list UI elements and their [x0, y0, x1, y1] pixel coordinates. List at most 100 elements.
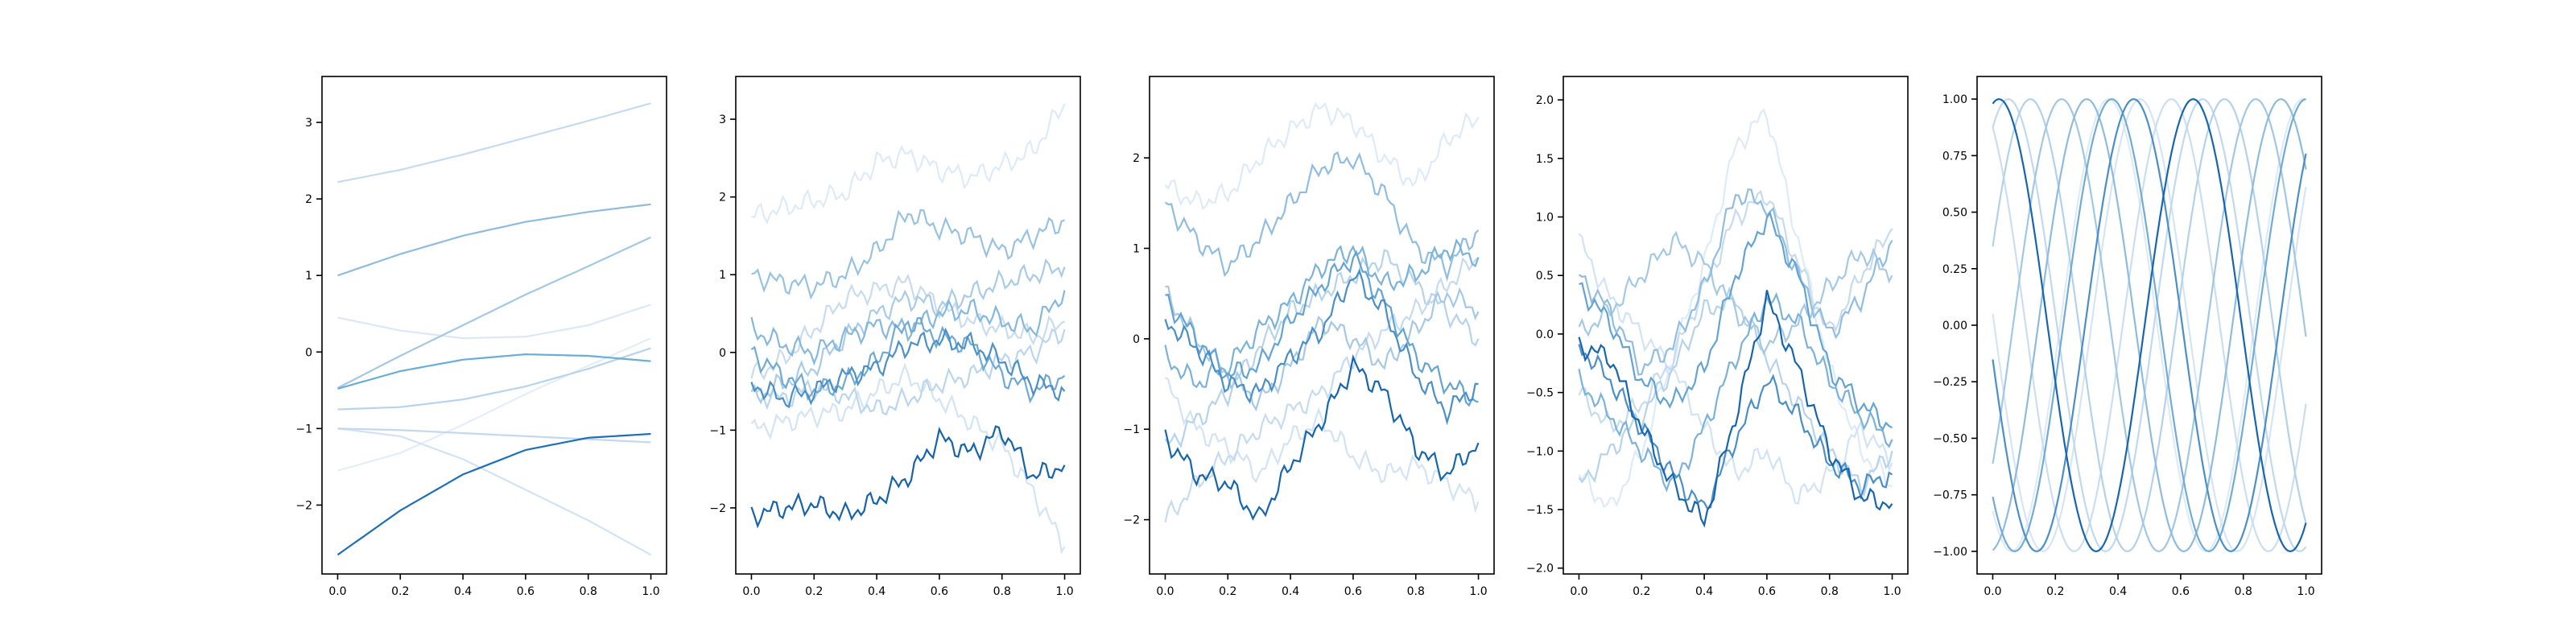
x-tick-label: 0.4 — [2109, 585, 2127, 598]
x-tick-label: 0.6 — [1344, 585, 1362, 598]
y-tick-label: −2 — [295, 499, 312, 512]
x-tick-label: 0.0 — [1984, 585, 2001, 598]
series-line-2 — [1992, 97, 2307, 553]
y-tick-label: 2.0 — [1536, 94, 1554, 107]
x-tick-label: 0.8 — [580, 585, 597, 598]
subplot-5: 0.0 0.2 0.4 0.6 0.8 1.0 −1.00 −0.75 −0.50 −0.25 0.… — [1933, 76, 2322, 598]
series-line-4 — [750, 328, 1066, 416]
y-tick-label: 0.0 — [1536, 328, 1554, 341]
y-tick-label: 0 — [305, 346, 312, 359]
x-tick-label: 0.0 — [328, 585, 346, 598]
x-tick-label: 1.0 — [2297, 585, 2314, 598]
series-line-8 — [1579, 211, 1893, 431]
y-tick-label: −1 — [1123, 423, 1140, 436]
x-tick-label: 1.0 — [642, 585, 659, 598]
series-line-2 — [750, 362, 1066, 555]
subplot-3: 0.0 0.2 0.4 0.6 0.8 1.0 −2 −1 0 1 2 — [1123, 76, 1495, 598]
y-tick-label: 1 — [305, 270, 312, 283]
subplot-1: 0.0 0.2 0.4 0.6 0.8 1.0 −2 −1 0 1 2 3 — [295, 76, 667, 598]
series-line-1 — [751, 103, 1066, 225]
x-tick-label: 1.0 — [1469, 585, 1487, 598]
series-line-5 — [1578, 230, 1893, 356]
series-line-7 — [750, 290, 1066, 366]
series-line-10 — [1164, 353, 1480, 521]
series-line-7 — [1164, 238, 1480, 389]
x-tick-label: 0.4 — [868, 585, 886, 598]
y-tick-label: 1.00 — [1942, 93, 1967, 106]
series-line-1 — [1164, 101, 1480, 210]
series-group — [750, 103, 1066, 555]
series-line-5 — [1992, 97, 2307, 553]
x-tick-label: 0.4 — [454, 585, 472, 598]
y-tick-label: 0.25 — [1942, 263, 1967, 276]
x-tick-label: 1.0 — [1883, 585, 1901, 598]
subplot-4: 0.0 0.2 0.4 0.6 0.8 1.0 −2.0 −1.5 −1.0 −0.5 0.0 0.5… — [1526, 76, 1909, 598]
x-tick-label: 0.8 — [1407, 585, 1425, 598]
series-group — [1992, 97, 2307, 553]
x-tick-label: 0.2 — [2046, 585, 2064, 598]
series-line-1 — [1578, 108, 1893, 509]
x-tick-label: 0.4 — [1282, 585, 1299, 598]
axes-frame — [1563, 76, 1909, 575]
x-tick-label: 0.2 — [1633, 585, 1650, 598]
axes-frame — [321, 76, 667, 575]
axes-frame — [735, 76, 1081, 575]
y-tick-label: −2.0 — [1526, 563, 1554, 576]
y-tick-label: 0.5 — [1536, 270, 1554, 283]
y-tick-label: 2 — [719, 192, 726, 204]
series-group — [336, 102, 652, 556]
x-tick-label: 0.4 — [1695, 585, 1713, 598]
series-line-4 — [1164, 249, 1480, 448]
y-tick-label: 0.50 — [1942, 207, 1967, 220]
y-tick-label: 0 — [1133, 333, 1140, 346]
y-tick-label: 0 — [719, 347, 726, 360]
series-line-10 — [336, 432, 651, 556]
series-line-3 — [1164, 256, 1480, 523]
series-line-9 — [1992, 97, 2307, 553]
x-tick-label: 0.6 — [517, 585, 535, 598]
x-tick-label: 0.0 — [1156, 585, 1174, 598]
y-tick-label: −2 — [1123, 514, 1140, 527]
series-line-10 — [750, 425, 1066, 529]
series-line-10 — [1992, 97, 2307, 553]
series-group — [1578, 108, 1893, 528]
y-tick-label: −0.5 — [1526, 387, 1554, 400]
x-tick-label: 0.8 — [1821, 585, 1839, 598]
series-line-3 — [1992, 97, 2307, 553]
series-line-4 — [337, 102, 651, 184]
y-tick-label: 2 — [305, 193, 312, 206]
series-line-7 — [1578, 291, 1893, 493]
axes-frame — [1149, 76, 1495, 575]
series-group — [1164, 101, 1480, 523]
series-line-4 — [1992, 97, 2307, 553]
y-tick-label: −1 — [709, 424, 726, 437]
y-tick-label: 1.5 — [1536, 153, 1554, 166]
series-line-6 — [751, 208, 1065, 300]
x-tick-label: 0.2 — [391, 585, 409, 598]
series-line-7 — [337, 203, 651, 277]
series-line-8 — [337, 427, 651, 444]
x-tick-label: 0.0 — [742, 585, 760, 598]
series-line-8 — [750, 316, 1066, 404]
x-tick-label: 0.6 — [1758, 585, 1776, 598]
x-tick-label: 0.0 — [1570, 585, 1587, 598]
y-tick-label: −0.25 — [1933, 376, 1967, 389]
y-tick-label: 3 — [305, 117, 312, 130]
y-tick-label: 1.0 — [1536, 211, 1554, 224]
y-tick-label: −0.75 — [1933, 489, 1967, 502]
series-line-2 — [1164, 377, 1480, 514]
series-line-5 — [337, 347, 651, 411]
y-tick-label: 0.00 — [1942, 320, 1967, 332]
series-line-9 — [1164, 268, 1479, 426]
y-tick-label: 0.75 — [1942, 150, 1967, 163]
y-tick-label: 1 — [1133, 242, 1140, 255]
y-tick-label: −0.50 — [1933, 432, 1967, 445]
y-tick-label: −2 — [709, 502, 726, 515]
series-line-3 — [337, 427, 652, 556]
y-tick-label: 2 — [1133, 152, 1140, 165]
series-line-6 — [1578, 188, 1893, 376]
y-tick-label: −1.0 — [1526, 445, 1554, 458]
x-tick-label: 0.8 — [2235, 585, 2252, 598]
series-line-10 — [1578, 290, 1893, 528]
